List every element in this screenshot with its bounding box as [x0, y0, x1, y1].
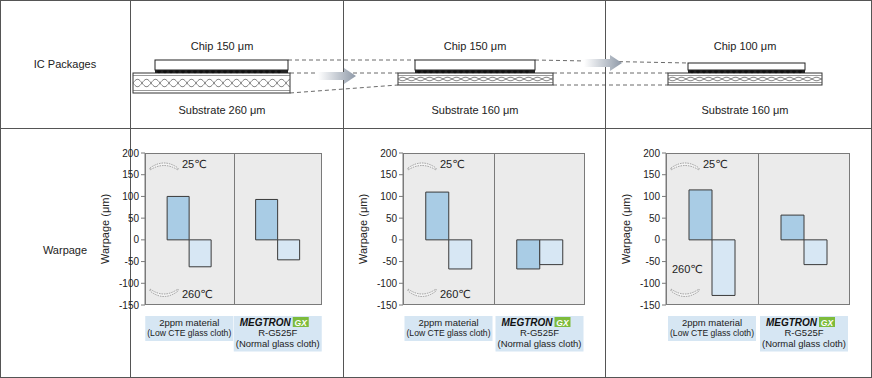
svg-text:200: 200 [122, 148, 139, 159]
svg-text:(Low CTE glass cloth): (Low CTE glass cloth) [407, 327, 491, 338]
svg-text:Warpage (μm): Warpage (μm) [620, 194, 632, 264]
svg-text:-150: -150 [119, 300, 139, 311]
svg-text:(Normal glass cloth): (Normal glass cloth) [762, 338, 846, 349]
svg-text:GX: GX [556, 318, 570, 328]
svg-text:2ppm material: 2ppm material [418, 317, 478, 328]
svg-text:-50: -50 [383, 256, 398, 267]
svg-text:200: 200 [643, 148, 660, 159]
svg-text:150: 150 [643, 169, 660, 180]
svg-text:-150: -150 [377, 300, 397, 311]
svg-text:MEGTRON: MEGTRON [240, 317, 292, 328]
svg-text:Chip 150 μm: Chip 150 μm [444, 40, 507, 52]
svg-text:200: 200 [380, 148, 397, 159]
svg-text:R-G525F: R-G525F [784, 327, 823, 338]
html-text:25℃: 25℃ [182, 158, 207, 170]
svg-text:(Normal glass cloth): (Normal glass cloth) [498, 338, 582, 349]
svg-text:R-G525F: R-G525F [520, 327, 559, 338]
svg-text:0: 0 [133, 234, 139, 245]
svg-text:-100: -100 [119, 278, 139, 289]
svg-text:Warpage (μm): Warpage (μm) [357, 194, 369, 264]
svg-text:100: 100 [122, 191, 139, 202]
svg-text:(Low CTE glass cloth): (Low CTE glass cloth) [670, 327, 754, 338]
svg-text:Substrate 260 μm: Substrate 260 μm [178, 104, 265, 116]
svg-text:GX: GX [821, 318, 835, 328]
svg-text:-50: -50 [125, 256, 140, 267]
svg-text:50: 50 [649, 213, 661, 224]
svg-text:150: 150 [122, 169, 139, 180]
html-text:260℃: 260℃ [440, 288, 471, 300]
svg-text:2ppm material: 2ppm material [159, 317, 219, 328]
svg-text:0: 0 [391, 234, 397, 245]
svg-text:-100: -100 [377, 278, 397, 289]
svg-text:Substrate 160 μm: Substrate 160 μm [701, 104, 788, 116]
svg-text:-50: -50 [646, 256, 661, 267]
svg-text:-100: -100 [640, 278, 660, 289]
svg-text:MEGTRON: MEGTRON [766, 317, 818, 328]
svg-text:50: 50 [386, 213, 398, 224]
svg-text:(Normal glass cloth): (Normal glass cloth) [236, 338, 320, 349]
html-text:25℃: 25℃ [703, 158, 728, 170]
svg-text:50: 50 [128, 213, 140, 224]
svg-text:150: 150 [380, 169, 397, 180]
svg-text:2ppm material: 2ppm material [682, 317, 742, 328]
html-text:260℃: 260℃ [182, 288, 213, 300]
html-text:260℃: 260℃ [672, 263, 703, 275]
svg-text:Warpage: Warpage [43, 244, 87, 256]
svg-text:-150: -150 [640, 300, 660, 311]
svg-text:0: 0 [654, 234, 660, 245]
svg-text:Substrate 160 μm: Substrate 160 μm [431, 104, 518, 116]
svg-text:MEGTRON: MEGTRON [501, 317, 553, 328]
html-text:25℃: 25℃ [440, 158, 465, 170]
svg-text:Warpage (μm): Warpage (μm) [99, 194, 111, 264]
svg-text:Chip 150 μm: Chip 150 μm [191, 40, 254, 52]
svg-text:100: 100 [380, 191, 397, 202]
svg-text:R-G525F: R-G525F [258, 327, 297, 338]
svg-text:GX: GX [295, 318, 309, 328]
svg-text:Chip 100 μm: Chip 100 μm [714, 40, 777, 52]
svg-text:(Low CTE glass cloth): (Low CTE glass cloth) [147, 327, 231, 338]
svg-text:100: 100 [643, 191, 660, 202]
svg-text:IC Packages: IC Packages [34, 58, 97, 70]
